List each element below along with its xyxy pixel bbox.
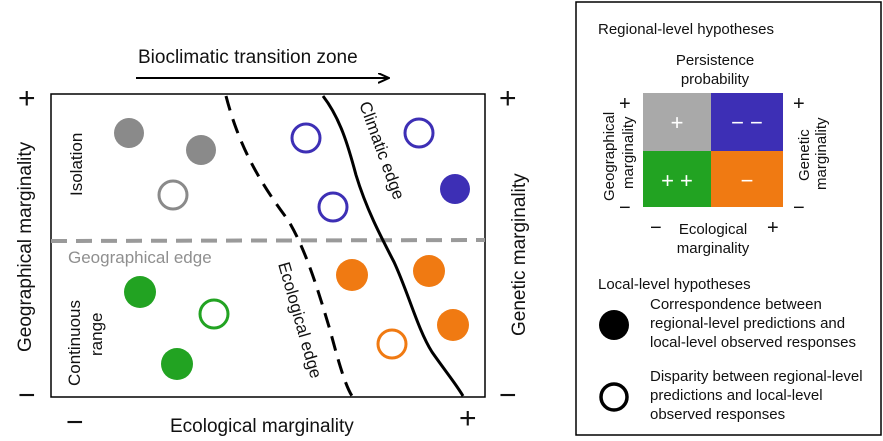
- grid-genetic-label-line1: Genetic: [796, 129, 813, 181]
- right-bottom-minus: −: [499, 379, 517, 412]
- grid-left-plus: +: [619, 93, 631, 115]
- bottom-right-plus: +: [459, 402, 477, 435]
- disparity-line3: observed responses: [650, 406, 785, 423]
- legend-filled-circle: [599, 310, 629, 340]
- correspondence-line1: Correspondence between: [650, 296, 822, 313]
- population-filled-green: [161, 348, 193, 380]
- persistence-label-line2: probability: [681, 71, 750, 88]
- grid-ecological-label-line2: marginality: [677, 240, 750, 257]
- geographical-edge-line: [51, 240, 485, 241]
- population-open-orange: [378, 330, 406, 358]
- population-open-grey: [159, 181, 187, 209]
- grid-sign-top-right: − −: [731, 110, 763, 135]
- geographical-marginality-axis: Geographical marginality: [15, 141, 36, 352]
- bottom-left-minus: −: [66, 406, 84, 436]
- left-top-plus: +: [18, 82, 36, 115]
- disparity-line1: Disparity between regional-level: [650, 368, 863, 385]
- persistence-label-line1: Persistence: [676, 52, 754, 69]
- population-filled-grey: [186, 135, 216, 165]
- climatic-edge-line: [323, 96, 463, 396]
- grid-right-minus: −: [793, 197, 805, 219]
- climatic-edge-label: Climatic edge: [355, 99, 408, 202]
- regional-hypotheses-title: Regional-level hypotheses: [598, 21, 774, 38]
- grid-right-plus: +: [793, 93, 805, 115]
- grid-bottom-plus: +: [767, 217, 779, 239]
- grid-sign-bottom-right: −: [741, 168, 754, 193]
- ecological-edge-label: Ecological edge: [274, 260, 325, 381]
- grid-left-minus: −: [619, 197, 631, 219]
- left-bottom-minus: −: [18, 379, 36, 412]
- continuous-label: Continuous: [65, 300, 84, 386]
- population-open-purple: [405, 119, 433, 147]
- population-filled-orange: [336, 259, 368, 291]
- local-hypotheses-title: Local-level hypotheses: [598, 276, 751, 293]
- population-filled-orange: [413, 255, 445, 287]
- transition-zone-label: Bioclimatic transition zone: [138, 47, 358, 68]
- population-filled-green: [124, 276, 156, 308]
- legend-open-circle: [601, 384, 627, 410]
- population-open-purple: [319, 193, 347, 221]
- ecological-marginality-axis: Ecological marginality: [170, 416, 354, 436]
- range-label: range: [87, 313, 106, 356]
- correspondence-line2: regional-level predictions and: [650, 315, 845, 332]
- grid-bottom-minus: −: [650, 217, 662, 239]
- grid-geographical-label-line2: marginality: [620, 116, 637, 189]
- population-open-purple: [292, 124, 320, 152]
- grid-genetic-label-line2: marginality: [813, 117, 830, 190]
- population-filled-grey: [114, 118, 144, 148]
- population-open-green: [200, 300, 228, 328]
- geographical-edge-label: Geographical edge: [68, 248, 212, 267]
- genetic-marginality-axis: Genetic marginality: [509, 173, 530, 336]
- isolation-label: Isolation: [67, 133, 86, 196]
- grid-geographical-label-line1: Geographical: [601, 112, 618, 201]
- population-filled-orange: [437, 309, 469, 341]
- grid-sign-top-left: +: [671, 110, 684, 135]
- grid-sign-bottom-left: + +: [661, 168, 693, 193]
- population-filled-purple: [440, 174, 470, 204]
- disparity-line2: predictions and local-level: [650, 387, 823, 404]
- ecological-edge-line: [226, 96, 352, 396]
- right-top-plus: +: [499, 82, 517, 115]
- correspondence-line3: local-level observed responses: [650, 334, 856, 351]
- grid-ecological-label-line1: Ecological: [679, 221, 747, 238]
